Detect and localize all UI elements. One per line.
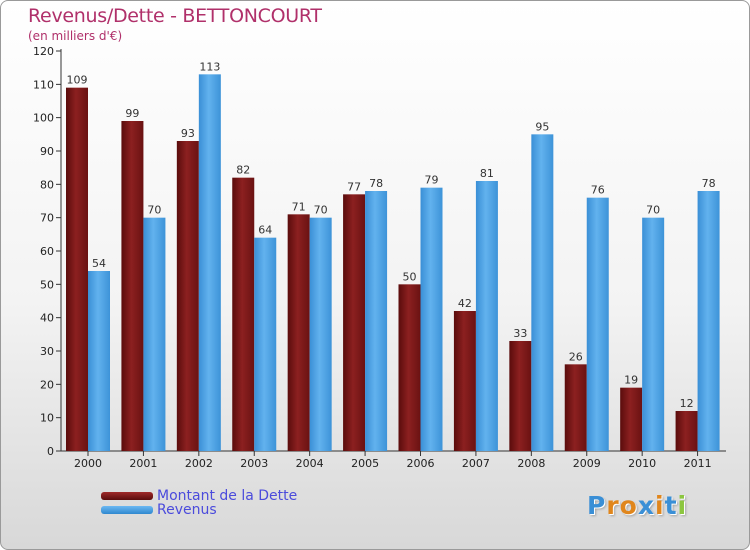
legend-swatch-debt [101,492,153,500]
data-label-revenue: 78 [369,177,383,190]
data-label-revenue: 79 [425,174,439,187]
bar-revenue [642,217,665,451]
data-label-debt: 71 [292,200,306,213]
x-tick-label: 2007 [462,457,490,470]
y-tick-label: 50 [40,278,54,291]
x-tick-label: 2004 [296,457,324,470]
data-label-debt: 42 [458,297,472,310]
bar-debt [509,341,532,451]
legend-item-debt: Montant de la Dette [101,488,298,504]
bar-debt [232,177,255,451]
x-tick-label: 2011 [684,457,712,470]
bar-revenue [143,217,166,451]
x-tick-label: 2002 [185,457,213,470]
data-label-debt: 50 [403,270,417,283]
y-tick-label: 120 [33,45,54,58]
data-label-revenue: 78 [702,177,716,190]
data-label-revenue: 64 [258,224,272,237]
y-tick-label: 10 [40,412,54,425]
x-tick-label: 2009 [573,457,601,470]
x-tick-label: 2000 [74,457,102,470]
legend-label-revenue: Revenus [157,502,217,518]
data-label-debt: 82 [236,164,250,177]
bar-revenue [309,217,332,451]
data-label-debt: 77 [347,180,361,193]
y-tick-label: 40 [40,312,54,325]
x-tick-label: 2005 [351,457,379,470]
bar-revenue [531,134,554,452]
bar-debt [66,87,88,452]
data-label-revenue: 76 [591,184,605,197]
bar-debt [287,214,310,451]
data-label-revenue: 70 [314,204,328,217]
data-label-debt: 26 [569,350,583,363]
y-tick-label: 80 [40,178,54,191]
bar-revenue [420,187,443,451]
y-tick-label: 110 [33,78,54,91]
bar-debt [453,311,476,451]
data-label-revenue: 70 [147,204,161,217]
bar-revenue [365,191,388,451]
data-label-debt: 99 [125,107,139,120]
x-tick-label: 2006 [407,457,435,470]
bar-revenue [88,271,110,451]
bar-debt [121,121,144,451]
y-tick-label: 70 [40,212,54,225]
y-tick-label: 30 [40,345,54,358]
y-tick-label: 100 [33,112,54,125]
legend-item-revenue: Revenus [101,502,217,518]
legend-swatch-revenue [101,506,153,514]
y-tick-label: 90 [40,145,54,158]
x-tick-label: 2003 [240,457,268,470]
x-tick-label: 2008 [517,457,545,470]
data-label-revenue: 70 [646,204,660,217]
bar-debt [176,141,199,451]
proxiti-logo: Proxiti [587,491,688,520]
x-tick-label: 2001 [129,457,157,470]
data-label-revenue: 54 [92,257,106,270]
bar-debt [620,387,643,451]
y-tick-label: 20 [40,378,54,391]
bar-revenue [586,197,609,451]
y-tick-label: 0 [47,445,54,458]
data-label-revenue: 95 [535,120,549,133]
chart-title: Revenus/Dette - BETTONCOURT [28,5,322,27]
bar-debt [564,364,587,451]
y-tick-label: 60 [40,245,54,258]
data-label-debt: 12 [680,397,694,410]
data-label-debt: 93 [181,127,195,140]
bar-debt [343,194,366,452]
bar-revenue [254,237,277,451]
data-label-revenue: 81 [480,167,494,180]
legend-label-debt: Montant de la Dette [157,488,298,504]
chart-subtitle: (en milliers d'€) [28,29,123,43]
data-label-debt: 109 [67,74,88,87]
bar-debt [398,284,421,451]
x-tick-label: 2010 [628,457,656,470]
bar-revenue [475,181,498,451]
data-label-debt: 33 [513,327,527,340]
data-label-debt: 19 [624,374,638,387]
data-label-revenue: 113 [199,60,220,73]
bar-revenue [697,191,720,451]
bar-revenue [198,74,221,451]
bar-debt [675,411,698,451]
